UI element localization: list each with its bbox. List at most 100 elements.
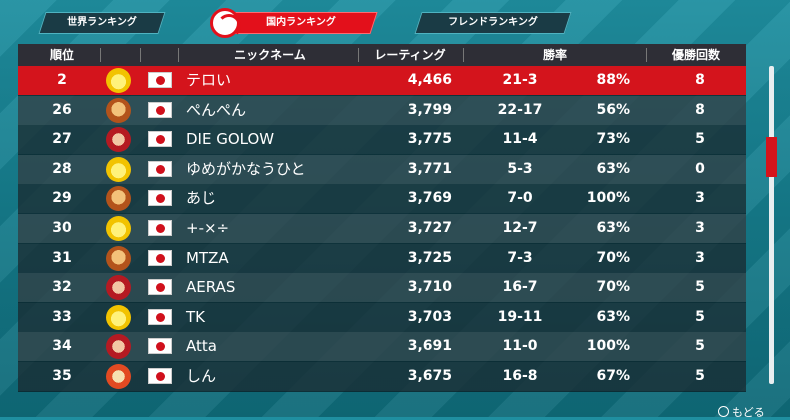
avatar-cell [106,125,134,154]
flag-cell [146,303,176,332]
column-header-rating: レーティング [374,48,446,62]
nickname-cell: +-×÷ [186,219,230,237]
rank-cell: 34 [52,338,72,355]
star-avatar-icon [106,304,131,330]
winrate-cell: 67% [596,368,630,384]
avatar-cell [106,303,134,332]
back-button[interactable]: もどる [718,404,765,420]
titles-cell: 8 [695,101,705,118]
record-cell: 21-3 [502,72,538,88]
nickname-cell: DIE GOLOW [186,130,275,149]
rating-cell: 3,703 [407,308,452,325]
record-cell: 7-3 [507,249,533,266]
scrollbar-track[interactable] [769,66,774,384]
table-row[interactable]: 27 DIE GOLOW 3,775 11-4 73% 5 [18,125,746,155]
tab-world-ranking[interactable]: 世界ランキング [38,12,166,34]
titles-cell: 3 [695,220,705,236]
header-divider [358,48,359,62]
table-row[interactable]: 2 テロい 4,466 21-3 88% 8 [18,66,746,95]
japan-flag-icon [148,101,172,118]
table-row[interactable]: 35 しん 3,675 16-8 67% 5 [18,362,746,391]
japan-flag-icon [148,249,172,266]
rating-cell: 3,675 [407,368,452,384]
rating-cell: 4,466 [407,72,452,88]
nickname-cell: ゆめがかなうひと [186,159,306,178]
japan-flag-icon [148,308,172,325]
japan-flag-icon [148,160,172,177]
header-divider [140,48,141,62]
table-row[interactable]: 28 ゆめがかなうひと 3,771 5-3 63% 0 [18,154,746,184]
table-row[interactable]: 26 ぺんぺん 3,799 22-17 56% 8 [18,95,746,125]
table-row[interactable]: 29 あじ 3,769 7-0 100% 3 [18,184,746,214]
header-divider [463,48,464,62]
titles-cell: 5 [695,308,705,325]
header-divider [100,48,101,62]
rank-cell: 27 [52,131,72,148]
titles-cell: 5 [695,368,705,384]
winrate-cell: 100% [586,190,630,207]
winrate-cell: 100% [586,338,630,355]
column-header-winrate: 勝率 [542,48,567,62]
table-row[interactable]: 32 AERAS 3,710 16-7 70% 5 [18,273,746,303]
winrate-cell: 63% [596,220,630,236]
star-avatar-icon [106,156,131,182]
pauline-avatar-icon [106,275,131,301]
star-avatar-icon [106,68,131,93]
table-row[interactable]: 33 TK 3,703 19-11 63% 5 [18,302,746,332]
scrollbar-thumb[interactable] [766,137,777,177]
winrate-cell: 70% [596,279,630,296]
flag-cell [146,273,176,302]
pauline-avatar-icon [106,127,131,153]
nickname-cell: しん [186,367,217,385]
flag-cell [146,214,176,243]
japan-flag-icon [148,338,172,355]
japan-flag-icon [148,279,172,296]
tennis-ball-icon [210,8,241,38]
nickname-cell: Atta [186,337,217,356]
winrate-cell: 70% [596,249,630,266]
table-row[interactable]: 34 Atta 3,691 11-0 100% 5 [18,332,746,362]
flag-cell [146,362,176,391]
table-header: 順位 ニックネーム レーティング 勝率 優勝回数 [18,44,746,66]
rank-cell: 28 [52,160,72,177]
column-header-titles: 優勝回数 [671,48,720,62]
japan-flag-icon [148,72,172,88]
tab-friend-ranking[interactable]: フレンドランキング [414,12,572,34]
tab-world-ranking-label: 世界ランキング [67,17,137,28]
bowser-avatar-icon [106,186,131,212]
rank-cell: 35 [52,368,72,384]
titles-cell: 8 [695,72,705,88]
record-cell: 12-7 [502,220,538,236]
rank-cell: 2 [57,72,67,88]
nickname-cell: ぺんぺん [186,100,247,119]
rating-cell: 3,799 [407,101,452,118]
bowser-avatar-icon [106,245,131,271]
b-button-icon [718,406,729,417]
rank-cell: 29 [52,190,72,207]
avatar-cell [106,244,134,273]
table-row[interactable]: 30 +-×÷ 3,727 12-7 63% 3 [18,214,746,243]
flag-cell [146,244,176,273]
record-cell: 11-0 [502,338,538,355]
flag-cell [146,125,176,154]
table-row[interactable]: 31 MTZA 3,725 7-3 70% 3 [18,243,746,273]
winrate-cell: 63% [596,160,630,177]
rating-cell: 3,769 [407,190,452,207]
nickname-cell: AERAS [186,278,236,297]
avatar-cell [106,155,134,184]
star-avatar-icon [106,216,131,241]
japan-flag-icon [148,220,172,236]
japan-flag-icon [148,368,172,384]
column-header-nickname: ニックネーム [234,48,306,62]
flag-cell [146,96,176,125]
rating-cell: 3,691 [407,338,452,355]
titles-cell: 5 [695,131,705,148]
avatar-cell [106,362,134,391]
ranking-tabs: 世界ランキング 国内ランキング フレンドランキング [0,12,790,36]
avatar-cell [106,332,134,361]
avatar-cell [106,214,134,243]
record-cell: 22-17 [497,101,543,118]
flag-cell [146,155,176,184]
rating-cell: 3,775 [407,131,452,148]
tab-domestic-ranking[interactable]: 国内ランキング [224,12,378,34]
